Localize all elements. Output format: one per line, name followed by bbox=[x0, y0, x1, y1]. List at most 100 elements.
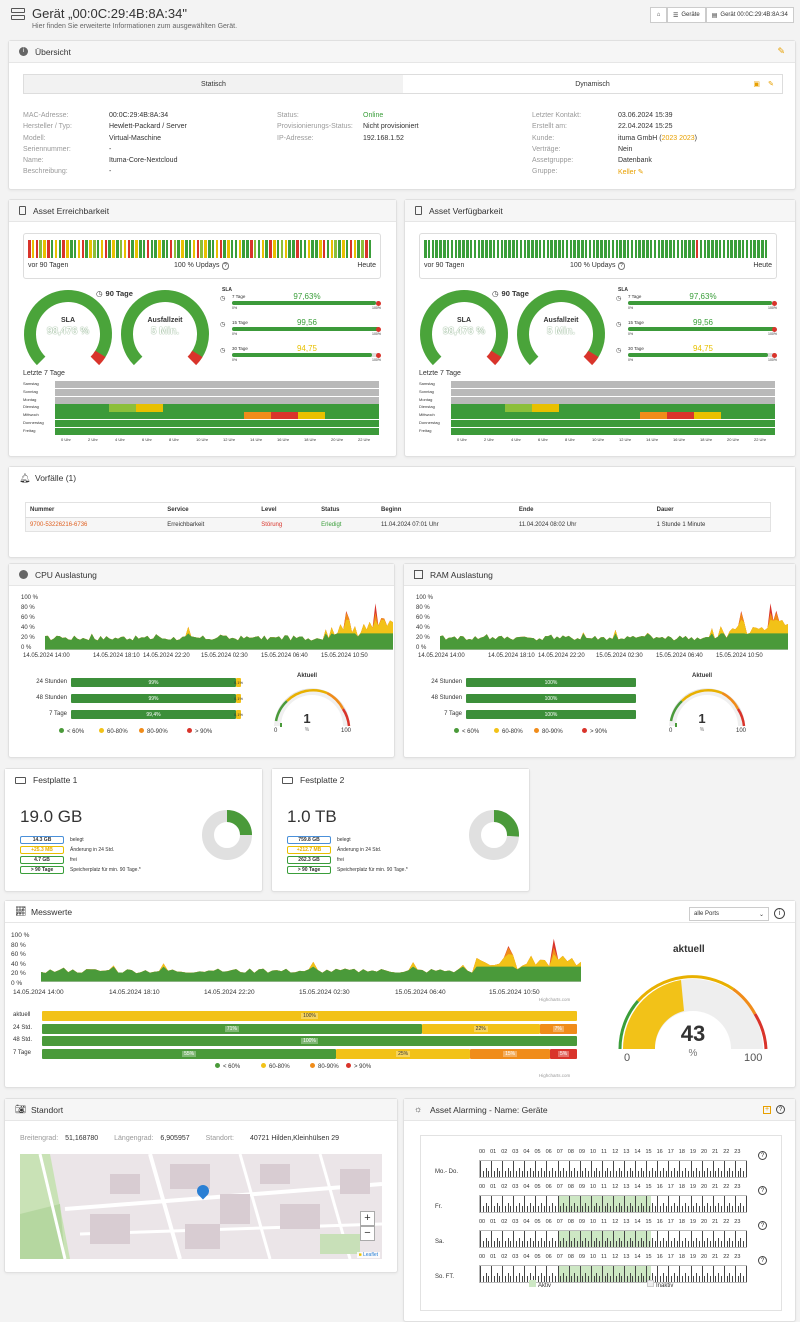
uptime-day-bar[interactable] bbox=[741, 240, 745, 258]
heatmap-cell[interactable] bbox=[217, 427, 244, 435]
uptime-day-bar[interactable] bbox=[504, 240, 507, 258]
heatmap-cell[interactable] bbox=[352, 420, 379, 428]
uptime-day-bar[interactable] bbox=[761, 240, 764, 258]
usage-rest-bar[interactable]: 0,1% bbox=[234, 678, 243, 687]
heatmap-cell[interactable] bbox=[667, 420, 694, 428]
heatmap-cell[interactable] bbox=[82, 381, 109, 389]
uptime-day-bar[interactable] bbox=[688, 240, 691, 258]
uptime-day-bar[interactable] bbox=[565, 240, 569, 258]
uptime-day-bar[interactable] bbox=[764, 240, 768, 258]
alarm-active-range[interactable] bbox=[558, 1231, 651, 1247]
uptime-day-bar[interactable] bbox=[307, 240, 311, 258]
heatmap-cell[interactable] bbox=[109, 427, 136, 435]
heatmap-cell[interactable] bbox=[271, 404, 298, 412]
heatmap-cell[interactable] bbox=[451, 420, 478, 428]
uptime-day-bar[interactable] bbox=[546, 240, 550, 258]
heatmap-cell[interactable] bbox=[163, 381, 190, 389]
uptime-day-bar[interactable] bbox=[695, 240, 699, 258]
heatmap-cell[interactable] bbox=[613, 404, 640, 412]
heatmap-cell[interactable] bbox=[640, 404, 667, 412]
uptime-day-bar[interactable] bbox=[230, 240, 234, 258]
uptime-day-bar[interactable] bbox=[669, 240, 672, 258]
uptime-day-bar[interactable] bbox=[58, 240, 62, 258]
uptime-day-bar[interactable] bbox=[738, 240, 741, 258]
heatmap-cell[interactable] bbox=[136, 404, 163, 412]
uptime-day-bar[interactable] bbox=[330, 240, 334, 258]
column-header[interactable]: Beginn bbox=[381, 507, 402, 513]
uptime-day-bar[interactable] bbox=[469, 240, 473, 258]
breadcrumb-devices[interactable]: ☰ Geräte bbox=[667, 7, 706, 23]
heatmap-cell[interactable] bbox=[136, 420, 163, 428]
heatmap-cell[interactable] bbox=[244, 396, 271, 404]
legend-item[interactable]: 80-90% bbox=[310, 1063, 339, 1070]
uptime-day-bar[interactable] bbox=[577, 240, 580, 258]
breadcrumb-device[interactable]: ▤ Gerät 00:0C:29:4B:8A:34 bbox=[705, 7, 794, 23]
usage-bar[interactable]: 99% bbox=[71, 694, 236, 703]
heatmap-cell[interactable] bbox=[613, 396, 640, 404]
help-icon[interactable]: ? bbox=[617, 262, 626, 270]
alarm-time-strip[interactable] bbox=[479, 1265, 747, 1283]
help-icon[interactable]: ? bbox=[221, 262, 230, 270]
heatmap-cell[interactable] bbox=[190, 412, 217, 420]
uptime-day-bar[interactable] bbox=[623, 240, 626, 258]
heatmap-cell[interactable] bbox=[748, 381, 775, 389]
heatmap-cell[interactable] bbox=[721, 420, 748, 428]
heatmap-cell[interactable] bbox=[163, 412, 190, 420]
heatmap-cell[interactable] bbox=[352, 388, 379, 396]
calendar-icon[interactable]: ▣ bbox=[753, 81, 760, 88]
heatmap-cell[interactable] bbox=[532, 412, 559, 420]
uptime-day-bar[interactable] bbox=[288, 240, 291, 258]
help-icon[interactable]: ? bbox=[758, 1256, 767, 1265]
heatmap-cell[interactable] bbox=[271, 420, 298, 428]
uptime-day-bar[interactable] bbox=[158, 240, 161, 258]
uptime-day-bar[interactable] bbox=[269, 240, 272, 258]
heatmap-cell[interactable] bbox=[55, 427, 82, 435]
heatmap-cell[interactable] bbox=[505, 404, 532, 412]
uptime-day-bar[interactable] bbox=[108, 240, 111, 258]
uptime-day-bar[interactable] bbox=[450, 240, 454, 258]
heatmap-cell[interactable] bbox=[748, 412, 775, 420]
column-header[interactable]: Level bbox=[261, 507, 277, 513]
uptime-day-bar[interactable] bbox=[558, 240, 561, 258]
uptime-day-bar[interactable] bbox=[162, 240, 165, 258]
uptime-day-bar[interactable] bbox=[261, 240, 265, 258]
uptime-day-bar[interactable] bbox=[638, 240, 641, 258]
heatmap-cell[interactable] bbox=[352, 427, 379, 435]
heatmap-cell[interactable] bbox=[217, 420, 244, 428]
heatmap-cell[interactable] bbox=[298, 404, 325, 412]
uptime-day-bar[interactable] bbox=[435, 240, 438, 258]
heatmap-cell[interactable] bbox=[694, 396, 721, 404]
uptime-day-bar[interactable] bbox=[619, 240, 622, 258]
uptime-day-bar[interactable] bbox=[446, 240, 450, 258]
uptime-day-bar[interactable] bbox=[154, 240, 157, 258]
metric-bar-segment[interactable]: 7% bbox=[539, 1023, 577, 1034]
uptime-day-bar[interactable] bbox=[523, 240, 527, 258]
heatmap-cell[interactable] bbox=[217, 396, 244, 404]
uptime-day-bar[interactable] bbox=[749, 240, 753, 258]
uptime-day-bar[interactable] bbox=[512, 240, 515, 258]
heatmap-cell[interactable] bbox=[586, 420, 613, 428]
uptime-day-bar[interactable] bbox=[588, 240, 592, 258]
heatmap-cell[interactable] bbox=[298, 427, 325, 435]
table-row[interactable]: 9700-53226216-6736 Erreichbarkeit Störung E… bbox=[25, 517, 771, 532]
heatmap-cell[interactable] bbox=[451, 381, 478, 389]
uptime-day-bar[interactable] bbox=[227, 240, 230, 258]
uptime-day-bar[interactable] bbox=[439, 240, 442, 258]
metric-bar-segment[interactable]: 55% bbox=[42, 1048, 337, 1059]
usage-rest-bar[interactable]: 0,1% bbox=[234, 694, 243, 703]
uptime-day-bar[interactable] bbox=[131, 240, 134, 258]
uptime-day-bar[interactable] bbox=[653, 240, 657, 258]
uptime-day-bar[interactable] bbox=[569, 240, 573, 258]
uptime-day-bar[interactable] bbox=[600, 240, 603, 258]
uptime-day-bar[interactable] bbox=[718, 240, 722, 258]
heatmap-cell[interactable] bbox=[559, 412, 586, 420]
uptime-day-bar[interactable] bbox=[215, 240, 219, 258]
heatmap-cell[interactable] bbox=[82, 388, 109, 396]
heatmap-cell[interactable] bbox=[613, 412, 640, 420]
heatmap-cell[interactable] bbox=[640, 427, 667, 435]
uptime-day-bar[interactable] bbox=[462, 240, 465, 258]
heatmap-cell[interactable] bbox=[532, 396, 559, 404]
customer-year-link[interactable]: 2023 2023 bbox=[661, 134, 695, 142]
uptime-day-bar[interactable] bbox=[211, 240, 215, 258]
uptime-day-bar[interactable] bbox=[250, 240, 253, 258]
